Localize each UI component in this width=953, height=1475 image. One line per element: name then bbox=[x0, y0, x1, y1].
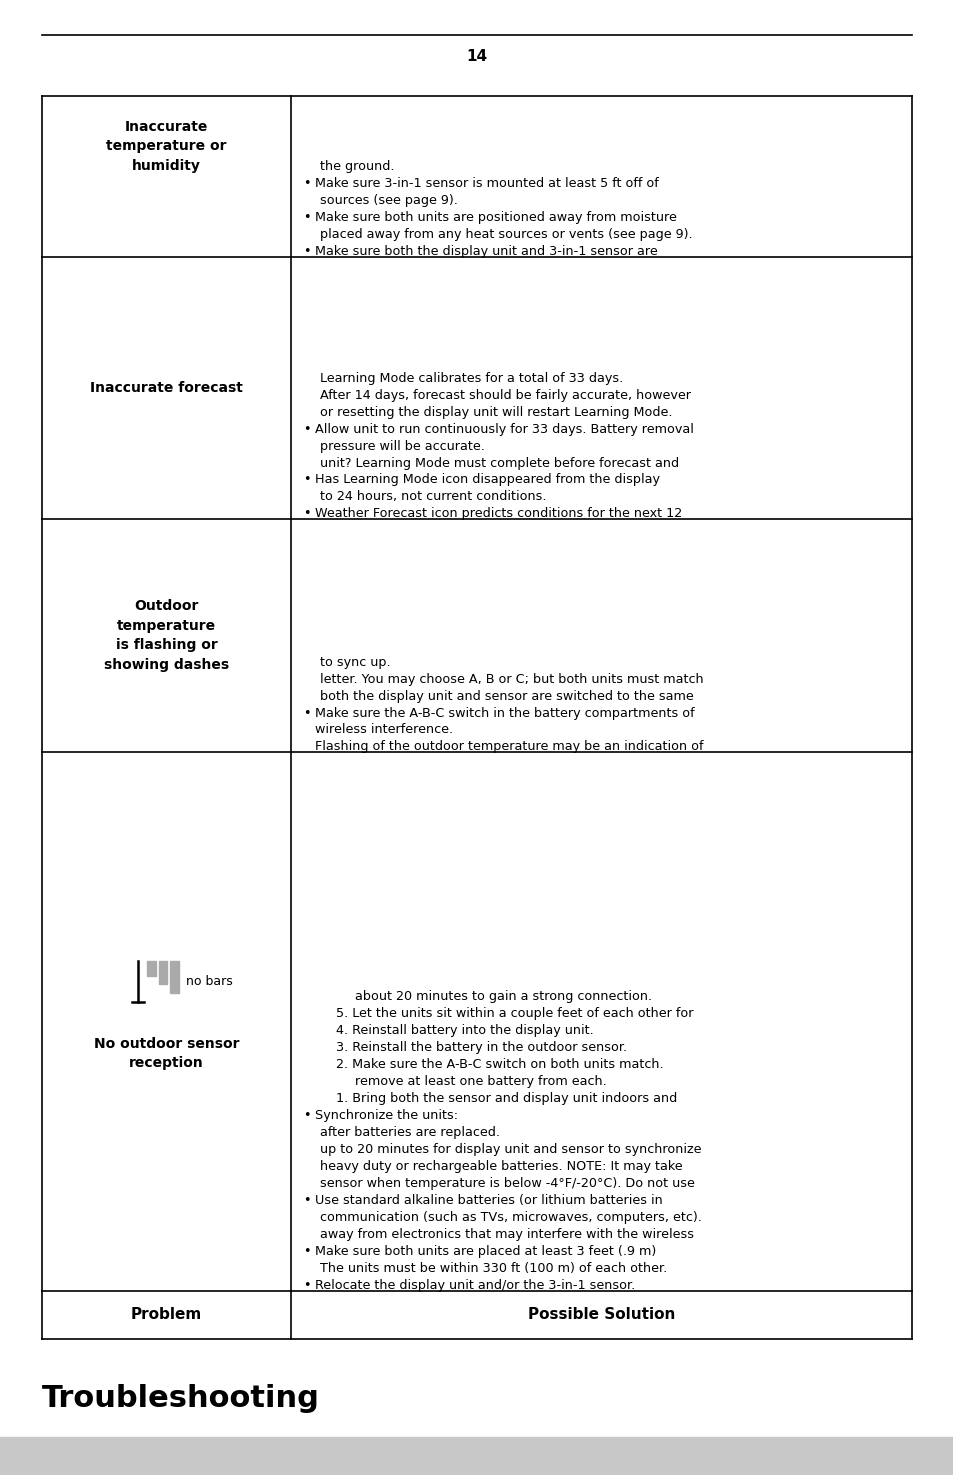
Text: sources (see page 9).: sources (see page 9). bbox=[319, 193, 457, 206]
Text: Allow unit to run continuously for 33 days. Battery removal: Allow unit to run continuously for 33 da… bbox=[314, 423, 693, 435]
Text: letter. You may choose A, B or C; but both units must match: letter. You may choose A, B or C; but bo… bbox=[319, 673, 702, 686]
Text: about 20 minutes to gain a strong connection.: about 20 minutes to gain a strong connec… bbox=[355, 990, 651, 1003]
Text: Weather Forecast icon predicts conditions for the next 12: Weather Forecast icon predicts condition… bbox=[314, 507, 681, 521]
Text: to 24 hours, not current conditions.: to 24 hours, not current conditions. bbox=[319, 490, 545, 503]
Text: sensor when temperature is below -4°F/-20°C). Do not use: sensor when temperature is below -4°F/-2… bbox=[319, 1177, 694, 1190]
Bar bbox=[147, 960, 156, 975]
Text: communication (such as TVs, microwaves, computers, etc).: communication (such as TVs, microwaves, … bbox=[319, 1211, 700, 1224]
Text: 2. Make sure the A-B-C switch on both units match.: 2. Make sure the A-B-C switch on both un… bbox=[335, 1058, 662, 1071]
Text: up to 20 minutes for display unit and sensor to synchronize: up to 20 minutes for display unit and se… bbox=[319, 1143, 700, 1156]
Text: •: • bbox=[303, 1279, 311, 1292]
Text: Synchronize the units:: Synchronize the units: bbox=[314, 1109, 457, 1122]
Text: 4. Reinstall battery into the display unit.: 4. Reinstall battery into the display un… bbox=[335, 1024, 593, 1037]
Text: Learning Mode calibrates for a total of 33 days.: Learning Mode calibrates for a total of … bbox=[319, 372, 622, 385]
Text: •: • bbox=[303, 1245, 311, 1258]
Text: •: • bbox=[303, 473, 311, 487]
Text: •: • bbox=[303, 177, 311, 190]
Text: •: • bbox=[303, 1193, 311, 1207]
Text: Problem: Problem bbox=[131, 1307, 202, 1323]
Text: The units must be within 330 ft (100 m) of each other.: The units must be within 330 ft (100 m) … bbox=[319, 1261, 666, 1274]
Text: Troubleshooting: Troubleshooting bbox=[42, 1384, 319, 1413]
Text: Flashing of the outdoor temperature may be an indication of: Flashing of the outdoor temperature may … bbox=[314, 740, 702, 754]
Text: Possible Solution: Possible Solution bbox=[527, 1307, 675, 1323]
Text: unit? Learning Mode must complete before forecast and: unit? Learning Mode must complete before… bbox=[319, 457, 678, 469]
Bar bbox=[0, 1437, 953, 1475]
Text: 5. Let the units sit within a couple feet of each other for: 5. Let the units sit within a couple fee… bbox=[335, 1007, 693, 1021]
Text: placed away from any heat sources or vents (see page 9).: placed away from any heat sources or ven… bbox=[319, 227, 692, 240]
Text: the ground.: the ground. bbox=[319, 161, 394, 173]
Text: After 14 days, forecast should be fairly accurate, however: After 14 days, forecast should be fairly… bbox=[319, 389, 690, 401]
Text: away from electronics that may interfere with the wireless: away from electronics that may interfere… bbox=[319, 1227, 693, 1240]
Text: Make sure the A-B-C switch in the battery compartments of: Make sure the A-B-C switch in the batter… bbox=[314, 707, 694, 720]
Text: 3. Reinstall the battery in the outdoor sensor.: 3. Reinstall the battery in the outdoor … bbox=[335, 1041, 626, 1055]
Text: •: • bbox=[303, 211, 311, 224]
Text: no bars: no bars bbox=[185, 975, 233, 988]
Text: •: • bbox=[303, 245, 311, 258]
Text: •: • bbox=[303, 1109, 311, 1122]
Text: •: • bbox=[303, 707, 311, 720]
Text: Outdoor
temperature
is flashing or
showing dashes: Outdoor temperature is flashing or showi… bbox=[104, 599, 229, 673]
Text: after batteries are replaced.: after batteries are replaced. bbox=[319, 1125, 499, 1139]
Text: Relocate the display unit and/or the 3-in-1 sensor.: Relocate the display unit and/or the 3-i… bbox=[314, 1279, 635, 1292]
Text: or resetting the display unit will restart Learning Mode.: or resetting the display unit will resta… bbox=[319, 406, 671, 419]
Text: Make sure 3-in-1 sensor is mounted at least 5 ft off of: Make sure 3-in-1 sensor is mounted at le… bbox=[314, 177, 658, 190]
Bar bbox=[170, 960, 178, 993]
Text: •: • bbox=[303, 507, 311, 521]
Text: Has Learning Mode icon disappeared from the display: Has Learning Mode icon disappeared from … bbox=[314, 473, 659, 487]
Text: pressure will be accurate.: pressure will be accurate. bbox=[319, 440, 484, 453]
Text: 14: 14 bbox=[466, 49, 487, 63]
Text: remove at least one battery from each.: remove at least one battery from each. bbox=[355, 1075, 606, 1089]
Text: 1. Bring both the sensor and display unit indoors and: 1. Bring both the sensor and display uni… bbox=[335, 1092, 677, 1105]
Bar bbox=[158, 960, 168, 984]
Text: to sync up.: to sync up. bbox=[319, 656, 390, 668]
Text: No outdoor sensor
reception: No outdoor sensor reception bbox=[93, 1037, 239, 1071]
Text: Make sure both units are positioned away from moisture: Make sure both units are positioned away… bbox=[314, 211, 676, 224]
Text: Make sure both units are placed at least 3 feet (.9 m): Make sure both units are placed at least… bbox=[314, 1245, 656, 1258]
Text: Inaccurate
temperature or
humidity: Inaccurate temperature or humidity bbox=[106, 119, 227, 173]
Text: Inaccurate forecast: Inaccurate forecast bbox=[90, 381, 243, 395]
Text: •: • bbox=[303, 423, 311, 435]
Text: Make sure both the display unit and 3-in-1 sensor are: Make sure both the display unit and 3-in… bbox=[314, 245, 657, 258]
Text: heavy duty or rechargeable batteries. NOTE: It may take: heavy duty or rechargeable batteries. NO… bbox=[319, 1159, 681, 1173]
Text: wireless interference.: wireless interference. bbox=[314, 724, 453, 736]
Text: both the display unit and sensor are switched to the same: both the display unit and sensor are swi… bbox=[319, 690, 693, 702]
Text: Use standard alkaline batteries (or lithium batteries in: Use standard alkaline batteries (or lith… bbox=[314, 1193, 662, 1207]
